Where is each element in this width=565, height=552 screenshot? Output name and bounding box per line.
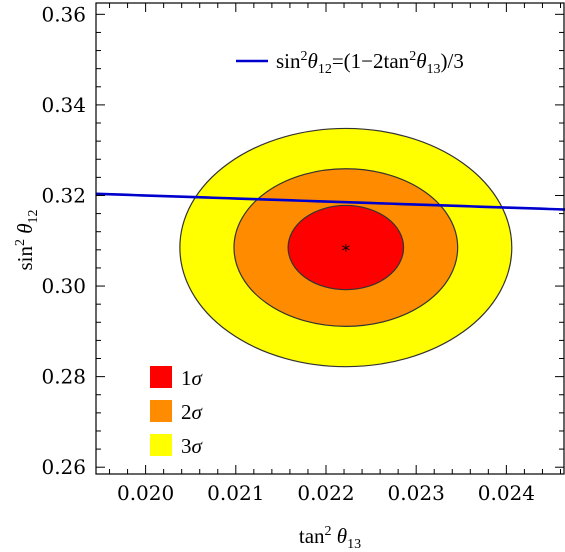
y-tick-label: 0.32 xyxy=(41,183,86,207)
plot-border xyxy=(95,2,565,475)
y-tick-label: 0.30 xyxy=(41,274,86,298)
y-tick-label: 0.28 xyxy=(41,365,86,389)
region-1sigma xyxy=(287,204,405,291)
x-tick-label: 0.023 xyxy=(388,481,445,505)
confidence-regions: * xyxy=(179,127,513,368)
theory-curve xyxy=(95,192,565,211)
legend-label-1sigma: 1σ xyxy=(181,366,204,390)
curve-legend-label: sin2θ12=(1−2tan2θ13)/3 xyxy=(276,49,464,77)
x-axis-label: tan2 θ13 xyxy=(299,524,361,552)
axis-ticks: 0.020 0.021 0.022 0.023 0.024 0.26 0.28 0.30 0.3… xyxy=(41,2,564,505)
y-axis-label-group: sin2 θ12 xyxy=(13,209,41,270)
x-tick-label: 0.022 xyxy=(297,481,354,505)
legend-swatch-1sigma xyxy=(150,366,172,388)
legend-swatch-3sigma xyxy=(150,434,172,456)
legend-label-2sigma: 2σ xyxy=(181,400,204,424)
axis-labels: tan2 θ13 sin2 θ12 xyxy=(13,209,361,552)
x-tick-label: 0.024 xyxy=(478,481,535,505)
y-tick-label: 0.26 xyxy=(41,455,86,479)
legend: 1σ 2σ 3σ xyxy=(150,366,204,458)
x-tick-label: 0.021 xyxy=(207,481,264,505)
y-axis-label: sin2 θ12 xyxy=(13,209,41,270)
curve-legend: sin2θ12=(1−2tan2θ13)/3 xyxy=(236,49,464,77)
x-tick-label: 0.020 xyxy=(117,481,174,505)
legend-swatch-2sigma xyxy=(150,400,172,422)
y-tick-label: 0.36 xyxy=(41,2,86,26)
plot-frame xyxy=(95,2,565,475)
y-tick-label: 0.34 xyxy=(41,93,86,117)
best-fit-marker: * xyxy=(342,242,351,262)
theory-curve-line xyxy=(95,192,565,211)
legend-label-3sigma: 3σ xyxy=(181,434,204,458)
